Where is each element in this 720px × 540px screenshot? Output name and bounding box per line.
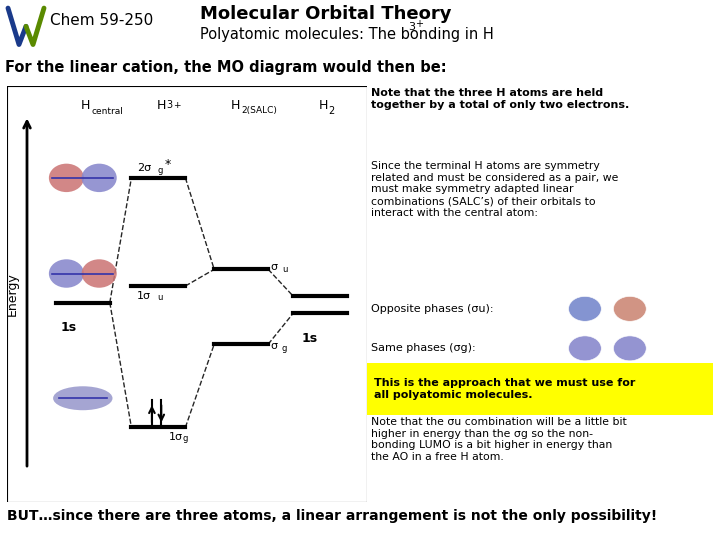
Ellipse shape xyxy=(49,259,84,288)
Text: 2σ: 2σ xyxy=(137,163,151,173)
Text: 2(SALC): 2(SALC) xyxy=(241,106,277,115)
Text: This is the approach that we must use for
all polyatomic molecules.: This is the approach that we must use fo… xyxy=(374,379,636,400)
FancyBboxPatch shape xyxy=(366,363,714,415)
Text: *: * xyxy=(165,158,171,171)
Text: Note that the three H atoms are held
together by a total of only two electrons.: Note that the three H atoms are held tog… xyxy=(371,89,629,110)
Text: H: H xyxy=(81,99,91,112)
Text: u: u xyxy=(282,265,287,274)
Text: 1s: 1s xyxy=(302,332,318,345)
Text: +: + xyxy=(174,101,181,110)
Text: Energy: Energy xyxy=(6,272,19,316)
Text: central: central xyxy=(92,107,124,116)
Text: Polyatomic molecules: The bonding in H: Polyatomic molecules: The bonding in H xyxy=(200,27,494,42)
Text: σ: σ xyxy=(270,341,277,352)
Text: u: u xyxy=(158,293,163,302)
Ellipse shape xyxy=(613,296,647,321)
Text: g: g xyxy=(282,344,287,353)
Text: For the linear cation, the MO diagram would then be:: For the linear cation, the MO diagram wo… xyxy=(5,60,446,75)
Text: g: g xyxy=(158,166,163,174)
Ellipse shape xyxy=(613,336,647,361)
Text: 1s: 1s xyxy=(60,321,76,334)
Ellipse shape xyxy=(53,386,112,410)
Ellipse shape xyxy=(49,164,84,192)
Text: Same phases (σg):: Same phases (σg): xyxy=(371,343,475,353)
Text: 1σ: 1σ xyxy=(168,433,182,442)
Ellipse shape xyxy=(569,296,601,321)
Ellipse shape xyxy=(569,336,601,361)
Text: 1σ: 1σ xyxy=(137,291,150,301)
Text: BUT…since there are three atoms, a linear arrangement is not the only possibilit: BUT…since there are three atoms, a linea… xyxy=(7,509,657,523)
Text: Opposite phases (σu):: Opposite phases (σu): xyxy=(371,304,493,314)
Ellipse shape xyxy=(81,164,117,192)
Text: Molecular Orbital Theory: Molecular Orbital Theory xyxy=(200,5,451,23)
Text: +: + xyxy=(415,19,423,29)
Text: H: H xyxy=(318,99,328,112)
Text: Since the terminal H atoms are symmetry
related and must be considered as a pair: Since the terminal H atoms are symmetry … xyxy=(371,161,618,218)
Text: g: g xyxy=(183,434,188,443)
Text: H: H xyxy=(230,99,240,112)
Text: Chem 59-250: Chem 59-250 xyxy=(50,13,153,28)
Text: 3: 3 xyxy=(408,22,415,32)
Text: 3: 3 xyxy=(166,100,173,110)
Ellipse shape xyxy=(81,259,117,288)
Text: H: H xyxy=(157,99,166,112)
Text: 2: 2 xyxy=(328,105,335,116)
Text: σ: σ xyxy=(270,262,277,272)
Text: Note that the σu combination will be a little bit
higher in energy than the σg s: Note that the σu combination will be a l… xyxy=(371,417,626,462)
